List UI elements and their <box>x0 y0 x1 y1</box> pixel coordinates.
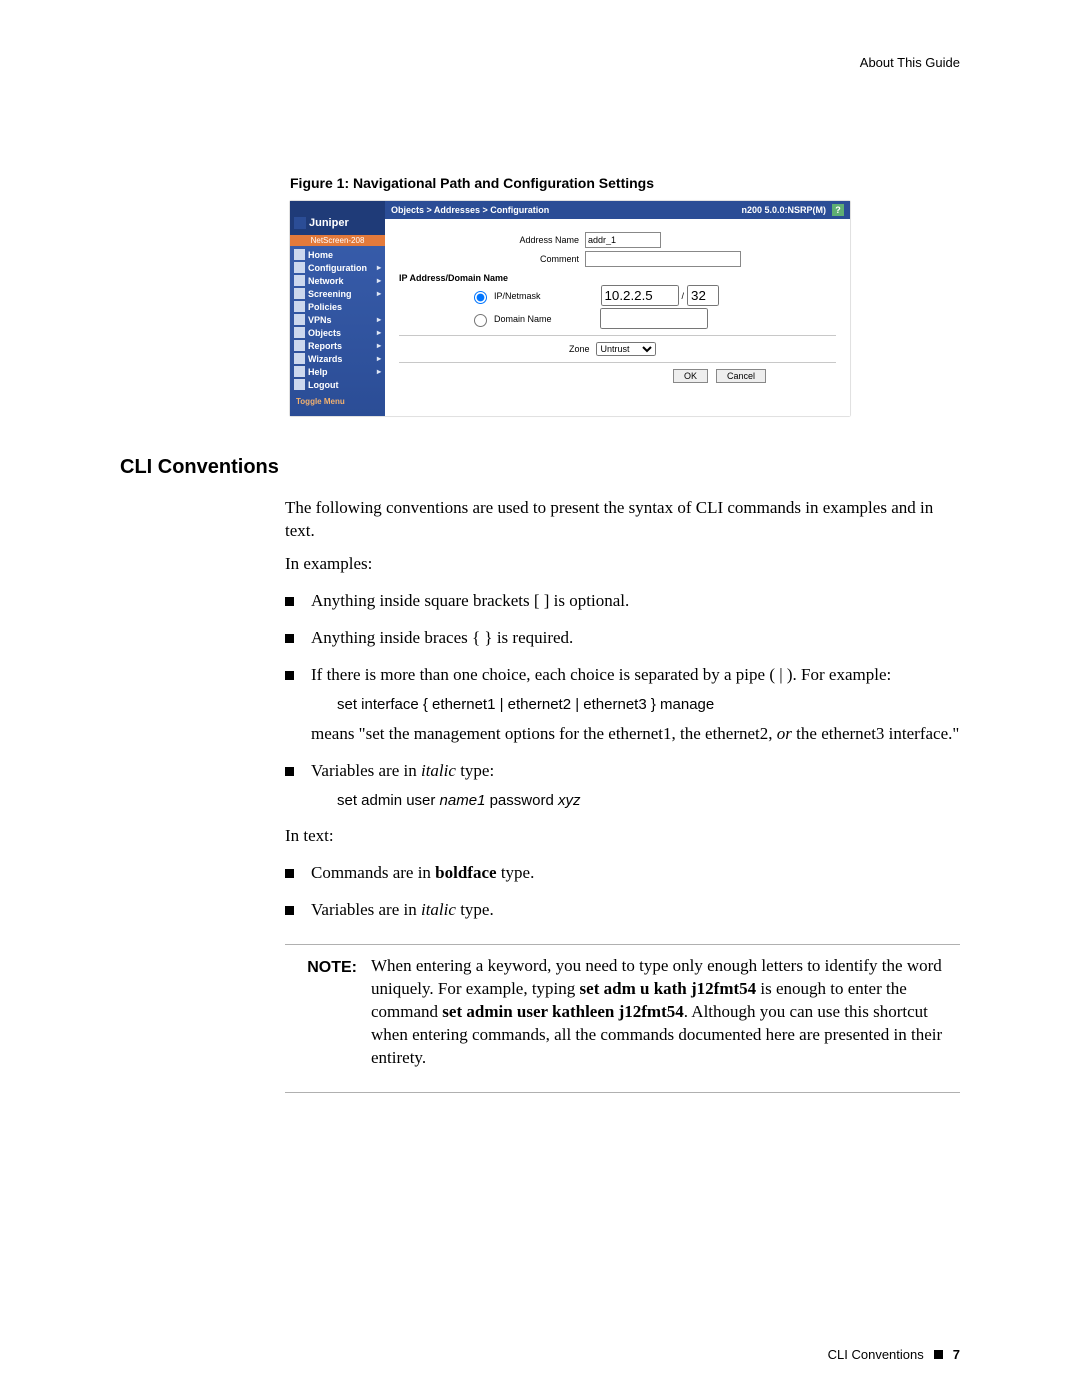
nav-item-policies[interactable]: Policies <box>290 300 385 313</box>
footer: CLI Conventions 7 <box>828 1347 960 1362</box>
juniper-logo: Juniper <box>290 211 385 235</box>
note-text: When entering a keyword, you need to typ… <box>371 955 960 1070</box>
note-rule-top <box>285 944 960 945</box>
zone-label: Zone <box>569 344 590 354</box>
help-button[interactable]: ? <box>832 204 844 216</box>
cancel-button[interactable]: Cancel <box>716 369 766 383</box>
intro-para: The following conventions are used to pr… <box>285 497 960 543</box>
device-label: NetScreen-208 <box>290 235 385 246</box>
cmd-pipe: set interface { ethernet1 | ethernet2 | … <box>337 695 960 715</box>
zone-select[interactable]: Untrust <box>596 342 656 356</box>
nav-item-logout[interactable]: Logout <box>290 378 385 391</box>
config-icon <box>294 262 305 273</box>
screening-icon <box>294 288 305 299</box>
cmd-var: set admin user name1 password xyz <box>337 791 960 811</box>
home-icon <box>294 249 305 260</box>
bullet-pipe: If there is more than one choice, each c… <box>285 664 960 746</box>
comment-input[interactable] <box>585 251 741 267</box>
bullet-required: Anything inside braces { } is required. <box>285 627 960 650</box>
screenshot: Juniper NetScreen-208 Home Configuration… <box>290 201 850 416</box>
objects-icon <box>294 327 305 338</box>
domain-input[interactable] <box>600 308 708 329</box>
ok-button[interactable]: OK <box>673 369 708 383</box>
note-label: NOTE: <box>285 955 371 1070</box>
ip-section-label: IP Address/Domain Name <box>399 273 836 283</box>
in-text-label: In text: <box>285 825 960 848</box>
address-name-label: Address Name <box>399 235 585 245</box>
section-title: CLI Conventions <box>120 456 960 479</box>
nav-item-network[interactable]: Network▸ <box>290 274 385 287</box>
nav-item-objects[interactable]: Objects▸ <box>290 326 385 339</box>
nav-item-wizards[interactable]: Wizards▸ <box>290 352 385 365</box>
toggle-menu[interactable]: Toggle Menu <box>290 393 385 410</box>
in-examples-label: In examples: <box>285 553 960 576</box>
ip-netmask-radio[interactable] <box>474 291 487 304</box>
content-area: Objects > Addresses > Configuration n200… <box>385 201 850 416</box>
sidebar: Juniper NetScreen-208 Home Configuration… <box>290 201 385 416</box>
ip-input[interactable] <box>601 285 679 306</box>
network-icon <box>294 275 305 286</box>
logo-icon <box>294 217 306 229</box>
sidebar-top-bar <box>290 201 385 211</box>
address-name-input[interactable] <box>585 232 661 248</box>
nav-list: Home Configuration▸ Network▸ Screening▸ … <box>290 246 385 393</box>
policies-icon <box>294 301 305 312</box>
mask-input[interactable] <box>687 285 719 306</box>
figure-caption: Figure 1: Navigational Path and Configur… <box>290 175 960 191</box>
vpns-icon <box>294 314 305 325</box>
nav-item-reports[interactable]: Reports▸ <box>290 339 385 352</box>
help-icon <box>294 366 305 377</box>
body-text: The following conventions are used to pr… <box>285 497 960 1093</box>
page-header: About This Guide <box>120 55 960 70</box>
note-rule-bottom <box>285 1092 960 1093</box>
bullet-variables: Variables are in italic type: set admin … <box>285 760 960 811</box>
ip-netmask-label: IP/Netmask <box>494 291 541 301</box>
nav-item-help[interactable]: Help▸ <box>290 365 385 378</box>
logout-icon <box>294 379 305 390</box>
bullet-optional: Anything inside square brackets [ ] is o… <box>285 590 960 613</box>
footer-title: CLI Conventions <box>828 1347 924 1362</box>
footer-square-icon <box>934 1350 943 1359</box>
comment-label: Comment <box>399 254 585 264</box>
mask-slash: / <box>682 291 685 301</box>
reports-icon <box>294 340 305 351</box>
bullet-text-cmd: Commands are in boldface type. <box>285 862 960 885</box>
nav-item-home[interactable]: Home <box>290 248 385 261</box>
bullet-text-var: Variables are in italic type. <box>285 899 960 922</box>
breadcrumb: Objects > Addresses > Configuration <box>391 205 549 215</box>
divider-2 <box>399 362 836 363</box>
status-text: n200 5.0.0:NSRP(M) <box>741 205 826 215</box>
form-area: Address Name Comment IP Address/Domain N… <box>385 219 850 393</box>
domain-name-radio[interactable] <box>474 314 487 327</box>
logo-text: Juniper <box>309 217 349 229</box>
breadcrumb-bar: Objects > Addresses > Configuration n200… <box>385 201 850 219</box>
footer-page: 7 <box>953 1347 960 1362</box>
divider-1 <box>399 335 836 336</box>
nav-item-configuration[interactable]: Configuration▸ <box>290 261 385 274</box>
nav-item-vpns[interactable]: VPNs▸ <box>290 313 385 326</box>
nav-item-screening[interactable]: Screening▸ <box>290 287 385 300</box>
domain-name-label: Domain Name <box>494 314 552 324</box>
wizards-icon <box>294 353 305 364</box>
